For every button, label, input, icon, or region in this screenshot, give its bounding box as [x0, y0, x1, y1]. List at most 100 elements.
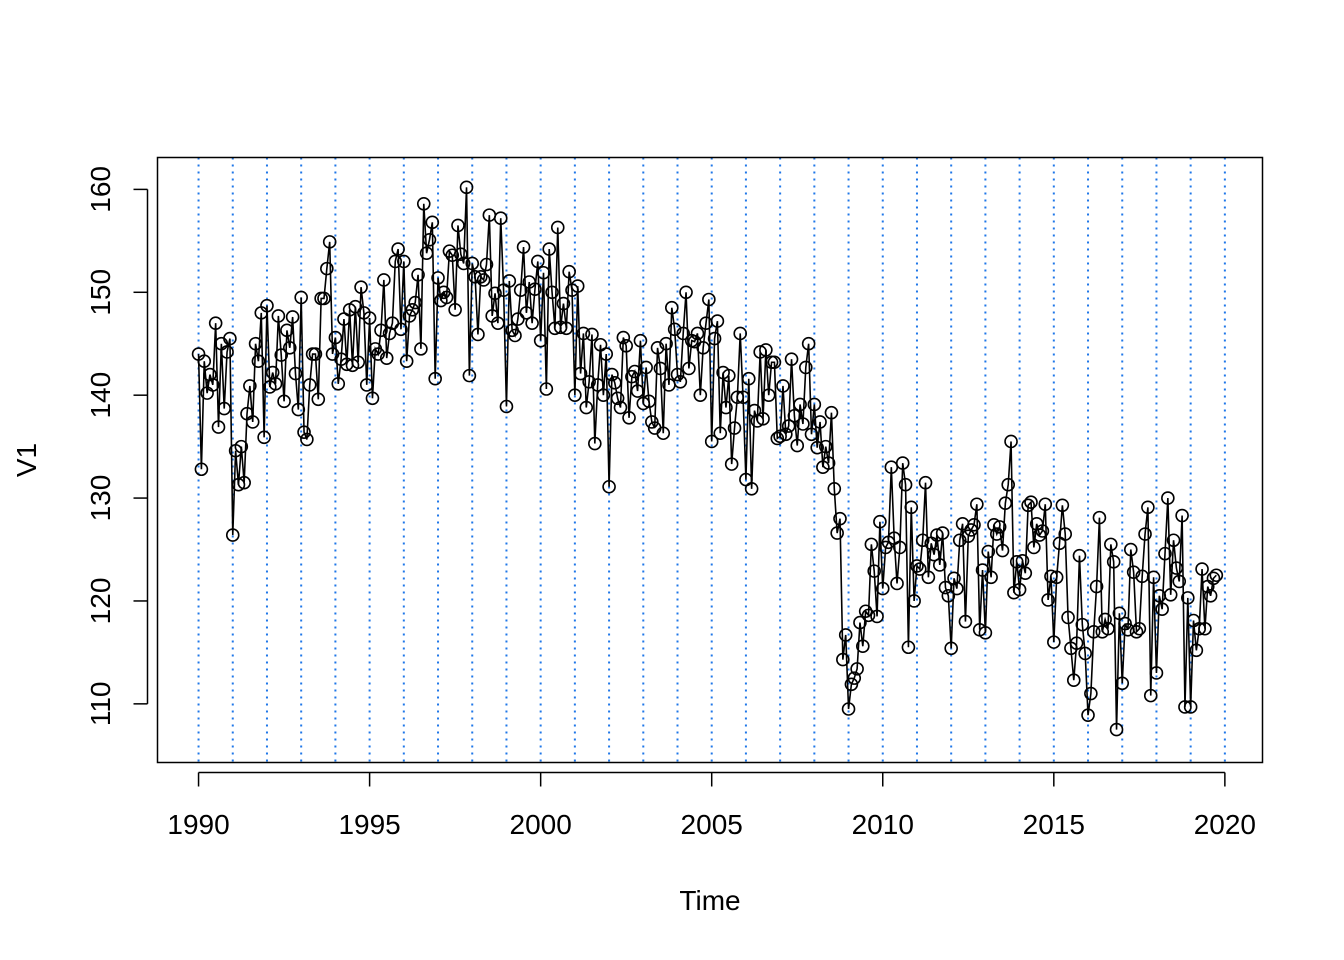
data-point — [322, 235, 337, 249]
data-point — [1038, 497, 1053, 512]
y-tick-label: 140 — [85, 372, 116, 419]
data-point — [784, 352, 799, 366]
data-point — [371, 347, 385, 361]
y-axis: 110 120 130 140 150 160 — [85, 166, 149, 726]
data-point — [970, 497, 984, 512]
y-axis-title: V1 — [11, 443, 42, 477]
data-point — [294, 290, 308, 305]
data-point — [225, 528, 240, 542]
data-point — [670, 367, 685, 382]
x-tick-label: 1995 — [338, 809, 400, 840]
data-point — [1189, 643, 1204, 658]
data-point — [251, 354, 266, 369]
data-point — [468, 270, 482, 284]
data-point — [810, 440, 824, 455]
data-point — [781, 419, 796, 433]
data-point — [260, 298, 274, 313]
y-tick-label: 120 — [85, 578, 116, 625]
data-point — [277, 394, 291, 409]
data-point — [858, 604, 873, 619]
data-point — [941, 589, 956, 603]
data-point — [243, 379, 257, 393]
data-point — [365, 391, 380, 406]
data-point — [981, 544, 996, 559]
data-point — [1086, 625, 1101, 639]
data-point — [502, 274, 517, 288]
data-point — [391, 242, 405, 256]
data-point — [1024, 495, 1038, 509]
data-point — [759, 343, 773, 357]
data-point — [300, 432, 314, 447]
x-axis: 1990 1995 2000 2005 2010 2015 2020 — [167, 771, 1256, 840]
data-point — [1166, 533, 1181, 548]
data-point — [562, 264, 576, 279]
data-point — [961, 529, 976, 543]
data-point — [642, 394, 656, 409]
data-point — [921, 570, 936, 585]
data-point — [585, 327, 599, 342]
data-point — [950, 581, 964, 596]
data-point — [419, 246, 434, 260]
data-point — [633, 333, 648, 348]
data-point — [297, 425, 311, 440]
data-point — [448, 302, 462, 317]
data-point — [1112, 606, 1127, 621]
data-point — [1072, 548, 1087, 563]
data-point — [776, 379, 790, 393]
data-point — [268, 377, 283, 391]
data-point — [1183, 700, 1198, 714]
data-point — [1161, 491, 1175, 505]
data-point — [856, 639, 870, 654]
data-point — [528, 282, 542, 297]
data-point — [904, 500, 919, 515]
x-axis-title: Time — [679, 885, 740, 916]
data-point — [536, 265, 551, 280]
data-point — [804, 427, 819, 442]
data-point — [599, 347, 614, 361]
data-point — [1055, 498, 1070, 513]
data-point — [559, 321, 574, 336]
data-point — [724, 457, 739, 471]
data-point — [531, 254, 545, 269]
data-point — [630, 384, 645, 398]
data-point — [411, 267, 425, 282]
data-point — [1126, 565, 1141, 579]
data-point — [1012, 582, 1027, 597]
data-point — [377, 273, 391, 287]
data-point — [659, 336, 673, 351]
data-point — [1044, 569, 1058, 584]
x-tick-label: 2000 — [510, 809, 572, 840]
data-point — [987, 518, 1001, 532]
data-point — [288, 366, 303, 381]
data-point — [1021, 498, 1035, 513]
data-point — [770, 431, 785, 446]
data-point — [354, 280, 368, 294]
data-point — [431, 271, 445, 285]
data-point — [556, 296, 571, 311]
data-point — [1206, 571, 1221, 586]
data-point — [693, 388, 708, 402]
data-point — [790, 438, 805, 453]
data-point — [285, 310, 300, 324]
x-tick-label: 2005 — [681, 809, 743, 840]
data-point — [682, 361, 696, 376]
data-point — [397, 254, 411, 269]
data-point — [234, 439, 249, 454]
data-point — [1109, 722, 1124, 737]
data-point — [838, 628, 853, 642]
data-point — [422, 233, 437, 247]
data-point — [867, 564, 882, 578]
data-point — [274, 348, 289, 362]
data-point — [1049, 570, 1064, 585]
data-point — [245, 415, 260, 429]
data-point — [211, 420, 226, 434]
data-point — [932, 558, 947, 572]
data-point — [978, 626, 993, 640]
data-point — [1004, 434, 1018, 449]
x-tick-label: 1990 — [167, 809, 229, 840]
data-point — [399, 354, 414, 369]
data-point — [1169, 561, 1184, 575]
data-point — [317, 291, 331, 306]
data-point — [930, 528, 944, 542]
data-point — [439, 290, 454, 305]
